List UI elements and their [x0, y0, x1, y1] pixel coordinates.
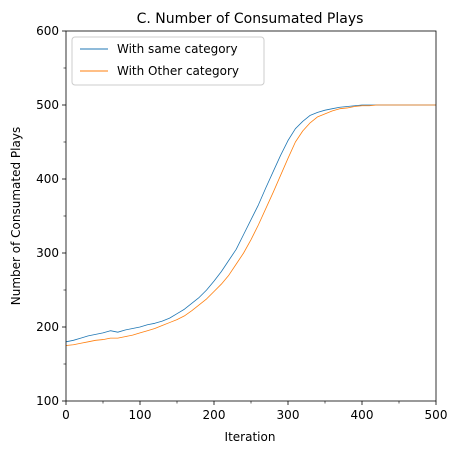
y-tick-label: 500 — [36, 98, 59, 112]
y-axis: 100 200 300 400 500 600 — [36, 24, 66, 408]
x-axis-label: Iteration — [225, 430, 276, 444]
x-tick-label: 100 — [129, 408, 152, 422]
series-layer — [65, 104, 436, 346]
legend-label-other: With Other category — [117, 64, 239, 78]
x-axis: 0 100 200 300 400 500 — [62, 401, 447, 422]
y-tick-label: 200 — [36, 320, 59, 334]
chart-title: C. Number of Consumated Plays — [137, 11, 364, 27]
legend: With same category With Other category — [71, 36, 265, 86]
x-tick-label: 300 — [277, 408, 300, 422]
legend-box — [71, 36, 265, 86]
y-tick-label: 300 — [36, 246, 59, 260]
series-line-other-category — [65, 104, 436, 346]
y-tick-label: 600 — [36, 24, 59, 38]
y-axis-label: Number of Consumated Plays — [9, 127, 23, 305]
x-tick-label: 200 — [203, 408, 226, 422]
x-tick-label: 400 — [351, 408, 374, 422]
y-tick-label: 100 — [36, 394, 59, 408]
plot-area — [66, 31, 436, 401]
legend-label-same: With same category — [117, 42, 238, 56]
x-tick-label: 0 — [62, 408, 70, 422]
y-tick-label: 400 — [36, 172, 59, 186]
x-tick-label: 500 — [425, 408, 448, 422]
